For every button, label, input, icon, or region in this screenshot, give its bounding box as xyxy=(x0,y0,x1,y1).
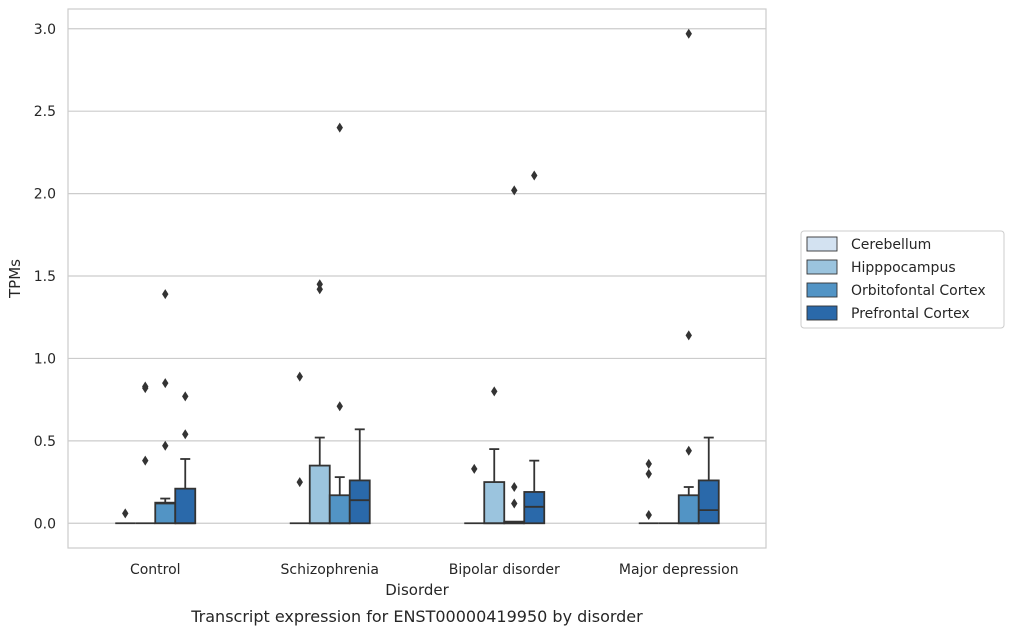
outlier-point xyxy=(336,122,343,133)
outlier-point xyxy=(511,185,518,196)
legend-swatch xyxy=(806,259,838,275)
legend: Cerebellum Hipppocampus Orbitofontal Corte… xyxy=(800,230,1005,329)
y-axis-title: TPMs xyxy=(6,259,24,299)
y-tick-label: 0.0 xyxy=(34,516,56,532)
legend-swatch xyxy=(806,236,838,252)
box-body xyxy=(154,501,177,525)
outlier-point xyxy=(316,279,323,290)
y-tick-label: 3.0 xyxy=(34,22,56,38)
box-hipppocampus xyxy=(483,448,506,525)
y-tick-label: 2.5 xyxy=(34,104,56,120)
y-axis-ticks: 0.0 0.5 1.0 1.5 2.0 2.5 3.0 xyxy=(34,22,56,532)
box-prefrontal-cortex xyxy=(523,459,546,525)
box-body xyxy=(308,464,331,525)
x-tick-label: Major depression xyxy=(619,562,739,578)
box-prefrontal-cortex xyxy=(174,458,197,525)
box-body xyxy=(174,487,197,525)
x-tick-label: Bipolar disorder xyxy=(449,562,560,578)
outlier-point xyxy=(685,28,692,39)
outlier-point xyxy=(511,482,518,493)
y-tick-label: 1.5 xyxy=(34,269,56,285)
outlier-point xyxy=(645,510,652,521)
x-tick-label: Control xyxy=(130,562,181,578)
outlier-point xyxy=(162,378,169,389)
x-tick-label: Schizophrenia xyxy=(281,562,379,578)
legend-swatch xyxy=(806,305,838,321)
outlier-point xyxy=(531,170,538,181)
box-body xyxy=(348,479,371,525)
box-orbitofontal-cortex xyxy=(154,497,177,525)
box-hipppocampus xyxy=(308,436,331,525)
outlier-point xyxy=(645,468,652,479)
legend-swatch xyxy=(806,282,838,298)
outlier-point xyxy=(685,445,692,456)
grid-lines xyxy=(68,28,766,524)
box-plots xyxy=(115,428,720,525)
box-prefrontal-cortex xyxy=(348,428,371,525)
box-prefrontal-cortex xyxy=(697,436,720,525)
outlier-point xyxy=(142,455,149,466)
outlier-point xyxy=(162,289,169,300)
box-orbitofontal-cortex xyxy=(328,476,351,525)
box-orbitofontal-cortex xyxy=(503,520,526,525)
legend-frame xyxy=(800,230,1005,329)
chart-caption: Transcript expression for ENST0000041995… xyxy=(190,607,643,626)
outlier-point xyxy=(182,391,189,402)
plot-frame xyxy=(67,8,767,549)
y-tick-label: 1.0 xyxy=(34,351,56,367)
legend-label: Cerebellum xyxy=(851,237,931,253)
outlier-point xyxy=(162,440,169,451)
box-body xyxy=(677,494,700,525)
outlier-points xyxy=(122,28,692,521)
outlier-point xyxy=(296,371,303,382)
legend-label: Prefrontal Cortex xyxy=(851,306,970,322)
outlier-point xyxy=(511,498,518,509)
outlier-point xyxy=(182,429,189,440)
box-orbitofontal-cortex xyxy=(677,486,700,525)
x-axis-title: Disorder xyxy=(385,581,449,599)
box-body xyxy=(483,481,506,525)
outlier-point xyxy=(491,386,498,397)
box-body xyxy=(328,494,351,525)
box-body xyxy=(697,479,720,525)
outlier-point xyxy=(122,508,129,519)
legend-label: Hipppocampus xyxy=(851,260,956,276)
outlier-point xyxy=(685,330,692,341)
legend-label: Orbitofontal Cortex xyxy=(851,283,986,299)
outlier-point xyxy=(296,477,303,488)
outlier-point xyxy=(336,401,343,412)
outlier-point xyxy=(645,458,652,469)
y-tick-label: 0.5 xyxy=(34,434,56,450)
y-tick-label: 2.0 xyxy=(34,187,56,203)
outlier-point xyxy=(142,381,149,392)
x-axis-ticks: Control Schizophrenia Bipolar disorder Majo… xyxy=(130,562,739,578)
outlier-point xyxy=(471,463,478,474)
